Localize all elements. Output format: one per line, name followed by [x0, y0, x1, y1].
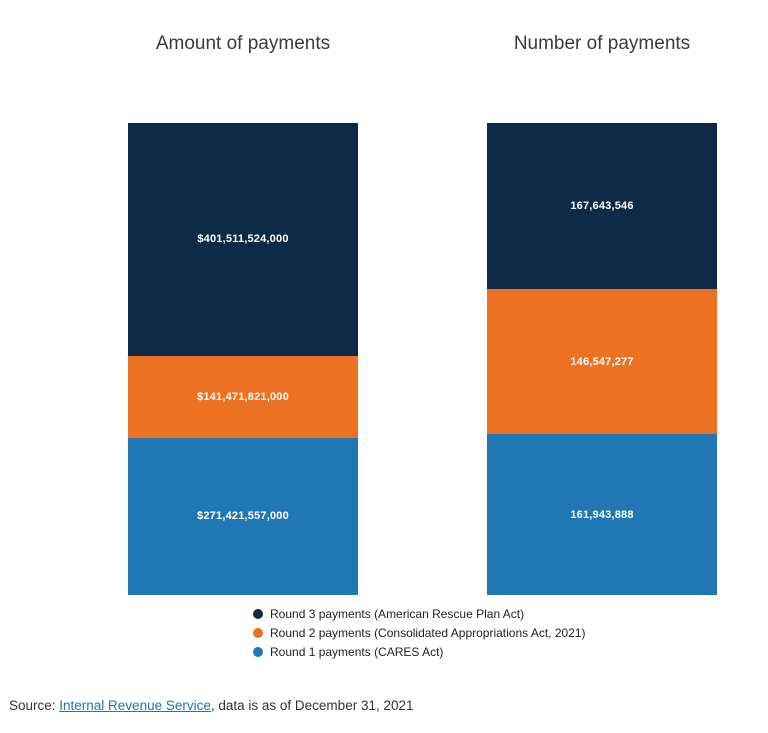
segment-value-label: $401,511,524,000: [197, 233, 289, 246]
source-line: Source: Internal Revenue Service, data i…: [9, 698, 414, 713]
stacked-bar-number: 167,643,546 146,547,277 161,943,888: [487, 123, 717, 595]
segment-value-label: 161,943,888: [570, 508, 634, 521]
source-prefix: Source:: [9, 698, 60, 713]
segment-value-label: $271,421,557,000: [197, 510, 289, 523]
legend-dot-round2: [253, 627, 263, 638]
chart-number-of-payments: Number of payments 167,643,546 146,547,2…: [487, 32, 717, 595]
legend-label-round1: Round 1 payments (CARES Act): [270, 644, 444, 659]
stacked-bar-amount: $401,511,524,000 $141,471,821,000 $271,4…: [128, 123, 358, 595]
legend-dot-round3: [253, 608, 263, 619]
legend-item-round1: Round 1 payments (CARES Act): [253, 642, 586, 661]
bar-segment-round2-amount: $141,471,821,000: [128, 355, 358, 438]
chart-amount-of-payments: Amount of payments $401,511,524,000 $141…: [128, 32, 358, 595]
legend-dot-round1: [253, 646, 263, 657]
bar-segment-round3-amount: $401,511,524,000: [128, 123, 358, 356]
charts-row: Amount of payments $401,511,524,000 $141…: [128, 32, 717, 595]
legend-label-round2: Round 2 payments (Consolidated Appropria…: [270, 625, 586, 640]
bar-segment-round1-amount: $271,421,557,000: [128, 437, 358, 595]
segment-value-label: $141,471,821,000: [197, 390, 289, 403]
legend-item-round3: Round 3 payments (American Rescue Plan A…: [253, 604, 586, 623]
bar-segment-round3-number: 167,643,546: [487, 123, 717, 290]
source-suffix: , data is as of December 31, 2021: [210, 698, 414, 713]
legend-label-round3: Round 3 payments (American Rescue Plan A…: [270, 606, 525, 621]
segment-value-label: 146,547,277: [570, 355, 634, 368]
segment-value-label: 167,643,546: [570, 200, 634, 213]
chart-title-number: Number of payments: [513, 33, 691, 54]
bar-segment-round2-number: 146,547,277: [487, 289, 717, 435]
chart-title-amount: Amount of payments: [155, 33, 331, 54]
legend-item-round2: Round 2 payments (Consolidated Appropria…: [253, 623, 586, 642]
legend: Round 3 payments (American Rescue Plan A…: [253, 604, 586, 661]
source-link[interactable]: Internal Revenue Service: [59, 698, 211, 713]
bar-segment-round1-number: 161,943,888: [487, 434, 717, 595]
